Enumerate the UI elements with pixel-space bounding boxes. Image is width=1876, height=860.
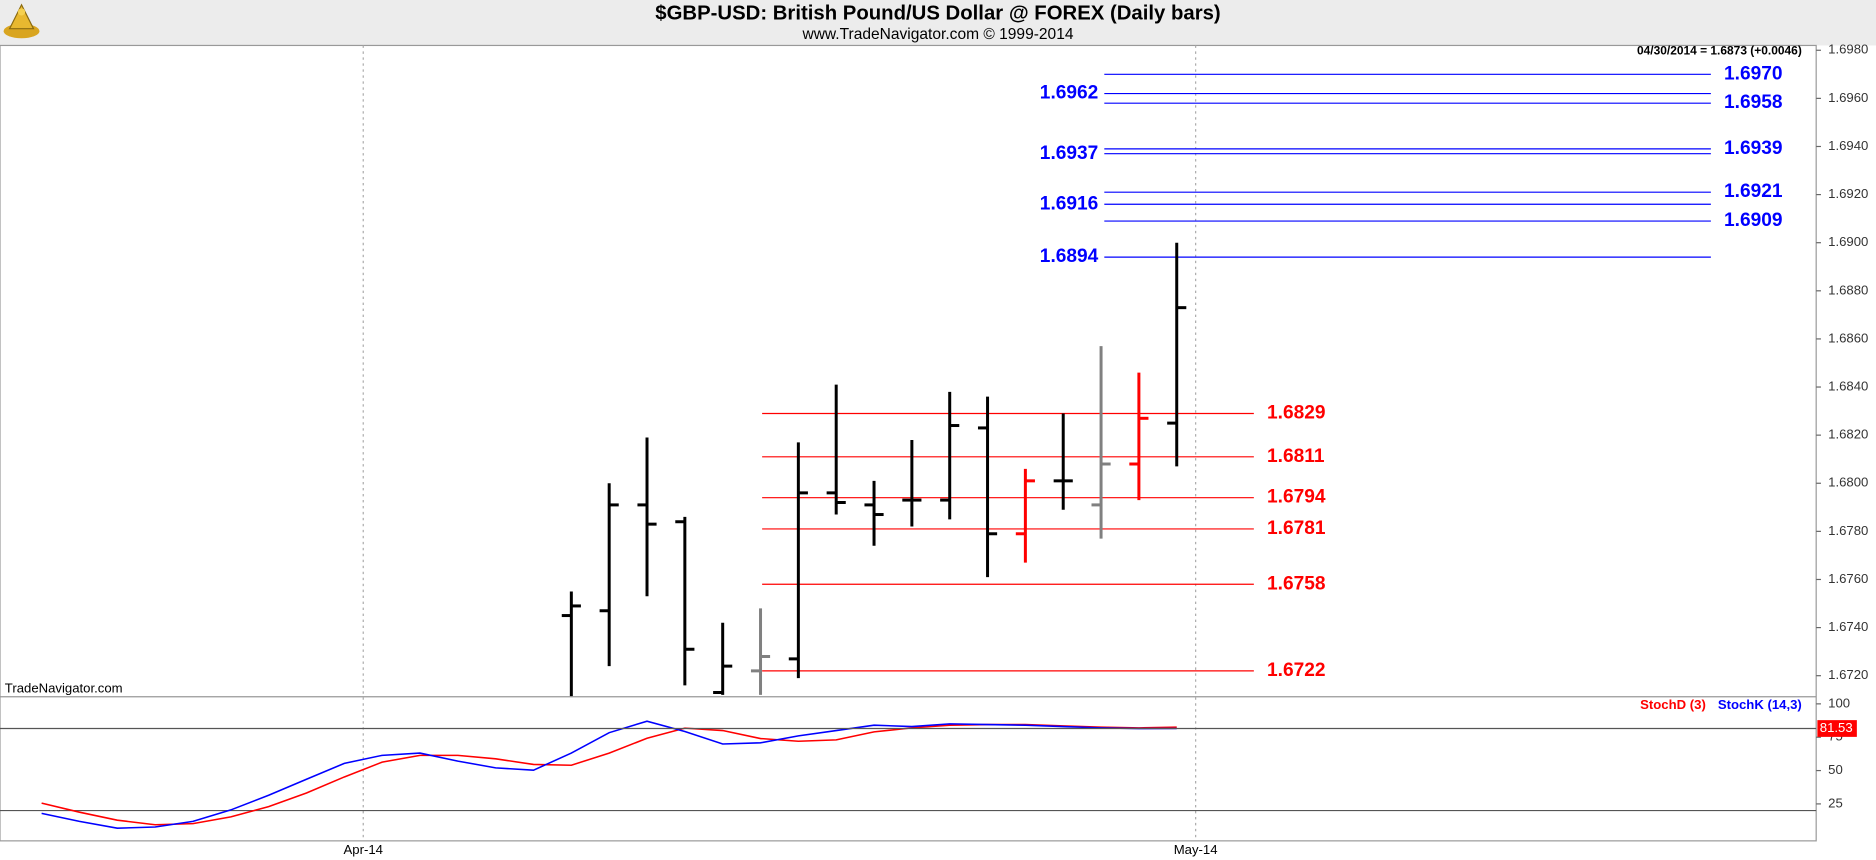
level-label: 1.6958 (1724, 92, 1783, 113)
y-tick-label: 1.6840 (1828, 379, 1868, 394)
watermark: TradeNavigator.com (5, 680, 123, 695)
y-tick-label: 1.6800 (1828, 475, 1868, 490)
level-label: 1.6921 (1724, 181, 1783, 202)
level-label: 1.6811 (1267, 446, 1325, 467)
level-label: 1.6909 (1724, 210, 1783, 231)
chart-title: $GBP-USD: British Pound/US Dollar @ FORE… (655, 3, 1220, 25)
last-value-box (1817, 720, 1857, 737)
level-label: 1.6894 (1040, 246, 1099, 267)
y-tick-label: 1.6920 (1828, 186, 1868, 201)
level-label: 1.6794 (1267, 487, 1326, 508)
plot-frame (0, 44, 1817, 842)
chart-subtitle: www.TradeNavigator.com © 1999-2014 (801, 26, 1073, 43)
header-bg (0, 0, 1876, 46)
y-tick-label: 1.6740 (1828, 619, 1868, 634)
axes: 1.6720 1.6740 1.6760 1.6780 1.6800 1.6820 1.68… (344, 42, 1869, 857)
y-tick-label: 50 (1828, 762, 1843, 777)
y-tick-label: 1.6860 (1828, 330, 1868, 345)
level-label: 1.6939 (1724, 138, 1783, 159)
level-label: 1.6829 (1267, 403, 1326, 424)
logo (3, 3, 40, 39)
level-label: 1.6722 (1267, 660, 1326, 681)
y-tick-label: 1.6960 (1828, 90, 1868, 105)
level-label: 1.6781 (1267, 518, 1326, 539)
price-panel: 1.6970 1.6962 1.6958 1.6939 1.6937 1.6921 1.69… (561, 63, 1783, 697)
y-tick-label: 1.6720 (1828, 667, 1868, 682)
level-label: 1.6937 (1040, 143, 1099, 164)
legend-entry: StochK (14,3) (1718, 697, 1802, 712)
last-value-label: 81.53 (1820, 720, 1853, 735)
stoch-line (41, 723, 1177, 826)
y-tick-label: 1.6780 (1828, 523, 1868, 538)
y-tick-label: 100 (1828, 695, 1850, 710)
y-tick-label: 1.6820 (1828, 427, 1868, 442)
x-tick-label: May-14 (1174, 842, 1218, 857)
level-label: 1.6962 (1040, 83, 1099, 104)
y-tick-label: 1.6940 (1828, 138, 1868, 153)
level-label: 1.6970 (1724, 63, 1783, 84)
level-label: 1.6758 (1267, 573, 1326, 594)
y-tick-label: 1.6980 (1828, 42, 1868, 57)
y-tick-label: 1.6900 (1828, 234, 1868, 249)
y-tick-label: 1.6880 (1828, 282, 1868, 297)
stoch-panel: StochK (14,3) StochD (3) (0, 697, 1817, 829)
last-price-annotation: 04/30/2014 = 1.6873 (+0.0046) (1637, 44, 1802, 58)
grid (362, 45, 1197, 841)
level-label: 1.6916 (1040, 193, 1099, 214)
y-tick-label: 25 (1828, 795, 1843, 810)
x-tick-label: Apr-14 (344, 842, 383, 857)
y-tick-label: 1.6760 (1828, 571, 1868, 586)
stoch-line (41, 720, 1177, 829)
legend-entry: StochD (3) (1640, 697, 1706, 712)
